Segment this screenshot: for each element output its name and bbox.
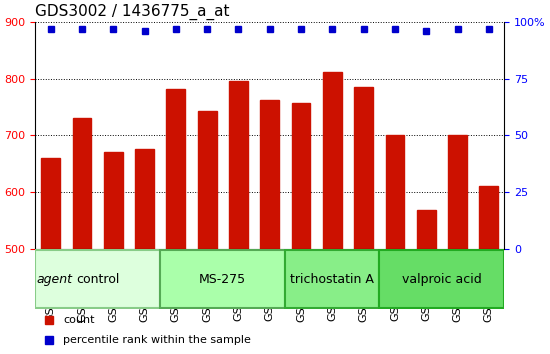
Bar bbox=[417, 210, 436, 249]
Bar bbox=[198, 112, 217, 249]
Bar bbox=[480, 187, 498, 249]
Text: percentile rank within the sample: percentile rank within the sample bbox=[63, 335, 251, 345]
Bar bbox=[448, 135, 467, 249]
Bar bbox=[104, 152, 123, 249]
Bar bbox=[260, 100, 279, 249]
Text: valproic acid: valproic acid bbox=[402, 273, 482, 286]
Bar bbox=[41, 158, 60, 249]
Bar bbox=[386, 135, 404, 249]
Text: count: count bbox=[63, 315, 95, 325]
Bar bbox=[229, 81, 248, 249]
Bar bbox=[354, 87, 373, 249]
FancyBboxPatch shape bbox=[379, 250, 504, 308]
FancyBboxPatch shape bbox=[285, 250, 379, 308]
Text: MS-275: MS-275 bbox=[199, 273, 246, 286]
Bar bbox=[167, 89, 185, 249]
Bar bbox=[292, 103, 310, 249]
FancyBboxPatch shape bbox=[160, 250, 285, 308]
Bar bbox=[323, 72, 342, 249]
Text: control: control bbox=[76, 273, 119, 286]
Text: trichostatin A: trichostatin A bbox=[290, 273, 375, 286]
FancyBboxPatch shape bbox=[35, 250, 160, 308]
Text: agent: agent bbox=[37, 273, 73, 286]
Bar bbox=[135, 149, 154, 249]
Text: GDS3002 / 1436775_a_at: GDS3002 / 1436775_a_at bbox=[35, 4, 229, 21]
Bar bbox=[73, 118, 91, 249]
